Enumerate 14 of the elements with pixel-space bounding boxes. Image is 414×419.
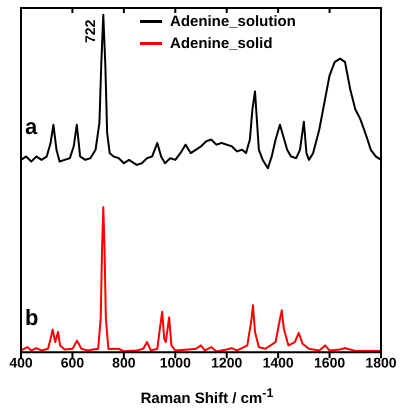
- annotation: b: [25, 304, 38, 330]
- legend-label: Adenine_solution: [170, 12, 296, 30]
- x-axis-title: Raman Shift / cm$^{-1}$: [140, 386, 274, 407]
- x-tick-label: 1800: [365, 354, 397, 370]
- legend-label: Adenine_solid: [170, 34, 273, 52]
- x-tick-label: 1000: [160, 354, 192, 370]
- annotation: 722: [82, 19, 98, 43]
- x-tick-label: 400: [9, 354, 33, 370]
- annotation: a: [25, 114, 38, 139]
- x-tick-label: 1600: [314, 354, 346, 370]
- x-tick-label: 1200: [211, 354, 242, 370]
- x-tick-label: 600: [60, 354, 84, 370]
- x-tick-label: 1400: [262, 354, 294, 370]
- x-tick-label: 800: [112, 354, 136, 370]
